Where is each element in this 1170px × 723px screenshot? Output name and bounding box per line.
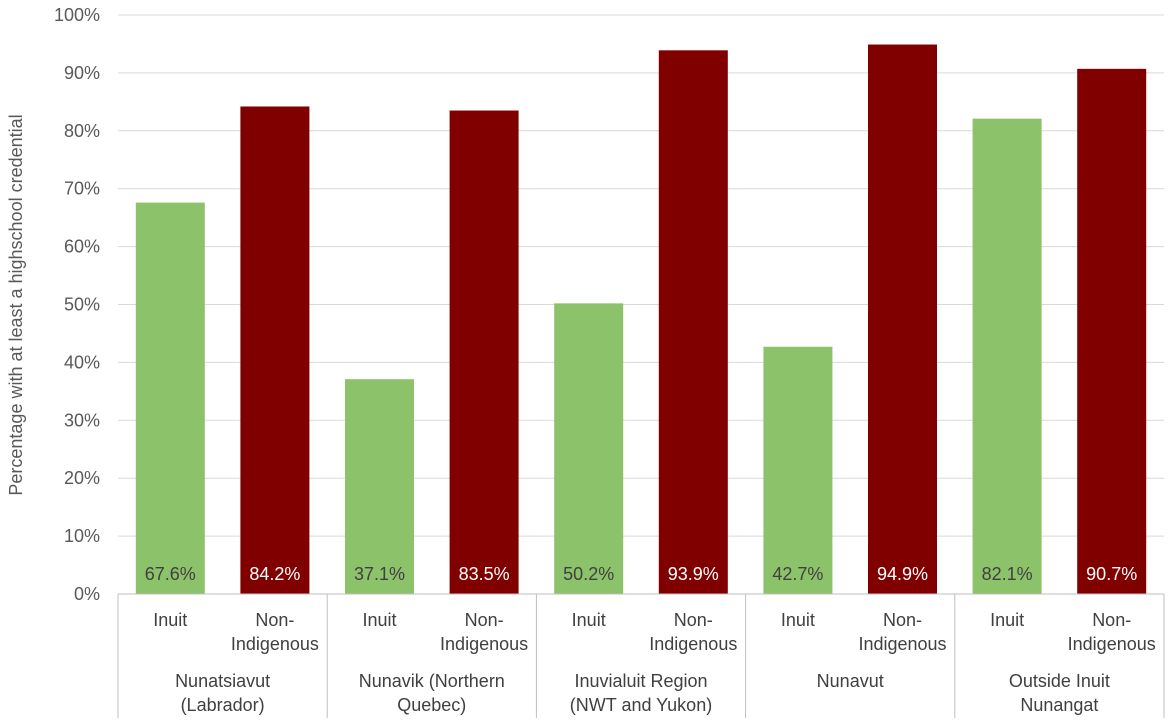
data-label: 83.5% bbox=[459, 564, 510, 584]
group-labels: Nunatsiavut (Labrador) Nunavik (Northern Qu… bbox=[175, 671, 1110, 715]
bar bbox=[554, 303, 624, 594]
group-label-line: Nunavut bbox=[817, 671, 884, 691]
category-label: Inuit bbox=[362, 610, 396, 630]
category-label: Non- Indigenous bbox=[649, 610, 737, 654]
data-label: 93.9% bbox=[668, 564, 719, 584]
bar bbox=[135, 202, 205, 594]
category-label-line: Non- bbox=[674, 610, 713, 630]
category-label-line: Inuit bbox=[362, 610, 396, 630]
category-label: Inuit bbox=[572, 610, 606, 630]
group-label-line: Nunangat bbox=[1020, 695, 1098, 715]
y-tick-label: 80% bbox=[64, 121, 100, 141]
y-tick-label: 70% bbox=[64, 179, 100, 199]
y-tick-label: 50% bbox=[64, 295, 100, 315]
bar bbox=[449, 110, 519, 594]
y-tick-label: 30% bbox=[64, 410, 100, 430]
bar bbox=[1077, 68, 1147, 595]
data-label: 37.1% bbox=[354, 564, 405, 584]
x-axis bbox=[117, 593, 1165, 718]
y-tick-label: 90% bbox=[64, 63, 100, 83]
category-label-line: Indigenous bbox=[1068, 634, 1156, 654]
category-label-line: Inuit bbox=[572, 610, 606, 630]
y-tick-label: 100% bbox=[54, 5, 100, 25]
bar bbox=[763, 346, 833, 594]
data-label: 94.9% bbox=[877, 564, 928, 584]
group-label: Outside Inuit Nunangat bbox=[1009, 671, 1110, 715]
category-label-line: Inuit bbox=[781, 610, 815, 630]
y-axis-ticks: 0% 10% 20% 30% 40% 50% 60% 70% 80% 90% 100% bbox=[54, 5, 100, 604]
bar bbox=[658, 50, 728, 595]
data-label: 42.7% bbox=[772, 564, 823, 584]
category-label: Inuit bbox=[990, 610, 1024, 630]
category-label-line: Indigenous bbox=[440, 634, 528, 654]
group-label: Nunavik (Northern Quebec) bbox=[359, 671, 505, 715]
bar bbox=[345, 379, 414, 594]
category-label: Non- Indigenous bbox=[1068, 610, 1156, 654]
y-tick-label: 0% bbox=[74, 584, 100, 604]
data-label: 90.7% bbox=[1086, 564, 1137, 584]
category-label-line: Indigenous bbox=[231, 634, 319, 654]
group-label: Nunavut bbox=[817, 671, 884, 691]
group-label-line: Quebec) bbox=[397, 695, 466, 715]
bars bbox=[135, 44, 1147, 595]
category-label-line: Inuit bbox=[990, 610, 1024, 630]
category-label-line: Non- bbox=[465, 610, 504, 630]
group-label-line: Nunavik (Northern bbox=[359, 671, 505, 691]
category-label: Inuit bbox=[781, 610, 815, 630]
category-label: Non- Indigenous bbox=[231, 610, 319, 654]
data-label: 50.2% bbox=[563, 564, 614, 584]
data-label: 84.2% bbox=[249, 564, 300, 584]
category-label-line: Indigenous bbox=[649, 634, 737, 654]
bar bbox=[972, 118, 1042, 595]
group-label-line: (Labrador) bbox=[181, 695, 265, 715]
category-label-line: Inuit bbox=[153, 610, 187, 630]
category-label: Non- Indigenous bbox=[440, 610, 528, 654]
group-label-line: Nunatsiavut bbox=[175, 671, 270, 691]
data-label: 67.6% bbox=[145, 564, 196, 584]
category-label: Non- Indigenous bbox=[858, 610, 946, 654]
data-labels: 67.6% 84.2% 37.1% 83.5% 50.2% 93.9% 42.7% 94.9%… bbox=[145, 564, 1137, 584]
category-label-line: Non- bbox=[255, 610, 294, 630]
category-label-line: Non- bbox=[1092, 610, 1131, 630]
bar bbox=[240, 106, 310, 595]
group-label: Inuvialuit Region (NWT and Yukon) bbox=[570, 671, 712, 715]
bar bbox=[868, 44, 937, 595]
category-label: Inuit bbox=[153, 610, 187, 630]
group-label-line: Inuvialuit Region bbox=[574, 671, 707, 691]
data-label: 82.1% bbox=[982, 564, 1033, 584]
category-label-line: Non- bbox=[883, 610, 922, 630]
y-tick-label: 20% bbox=[64, 468, 100, 488]
group-label-line: Outside Inuit bbox=[1009, 671, 1110, 691]
y-tick-label: 40% bbox=[64, 352, 100, 372]
y-tick-label: 10% bbox=[64, 526, 100, 546]
y-axis-label: Percentage with at least a highschool cr… bbox=[6, 114, 26, 495]
category-labels: Inuit Non- Indigenous Inuit Non- Indigenous In… bbox=[153, 610, 1155, 654]
category-label-line: Indigenous bbox=[858, 634, 946, 654]
y-tick-label: 60% bbox=[64, 237, 100, 257]
group-label: Nunatsiavut (Labrador) bbox=[175, 671, 270, 715]
group-label-line: (NWT and Yukon) bbox=[570, 695, 712, 715]
